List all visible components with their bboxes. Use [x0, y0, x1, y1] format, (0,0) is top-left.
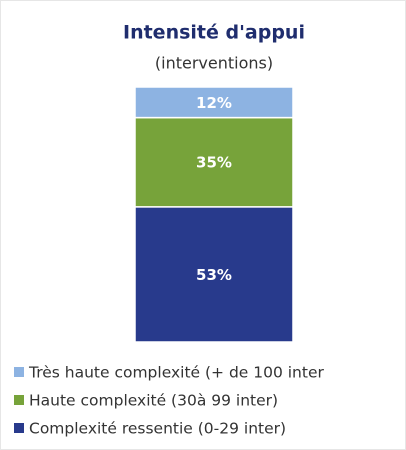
value-label: 12% — [196, 94, 232, 112]
legend-swatch — [14, 423, 24, 433]
chart-subtitle: (interventions) — [155, 54, 273, 73]
bar-segment — [134, 86, 294, 119]
legend-label: Complexité ressentie (0-29 inter) — [29, 420, 286, 438]
value-label: 53% — [196, 266, 232, 284]
bar-segment — [134, 206, 294, 343]
legend-label: Haute complexité (30à 99 inter) — [29, 392, 278, 410]
legend-swatch — [14, 367, 24, 377]
value-label: 35% — [196, 154, 232, 172]
legend-swatch — [14, 395, 24, 405]
chart-title: Intensité d'appui — [123, 22, 305, 44]
legend-label: Très haute complexité (+ de 100 inter — [28, 364, 324, 382]
